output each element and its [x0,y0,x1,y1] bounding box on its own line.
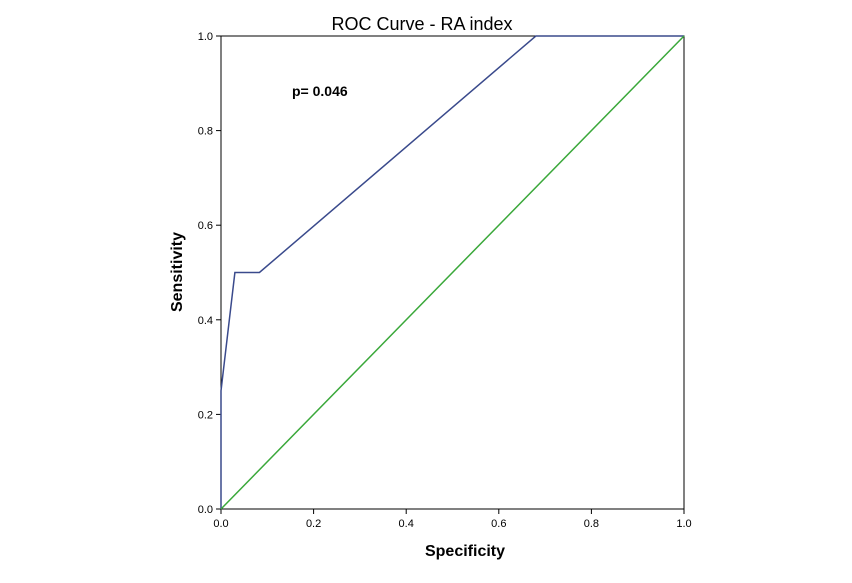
y-axis-label: Sensitivity [169,232,186,312]
x-tick-label: 0.2 [306,518,321,530]
x-axis-ticks: 0.0 0.2 0.4 0.6 0.8 1.0 [213,509,692,530]
x-tick-label: 0.8 [584,518,599,530]
plot-area: 0.0 0.2 0.4 0.6 0.8 1.0 0.0 0.2 0.4 0.6 0.8 1.0 [198,31,692,530]
y-tick-label: 0.0 [198,504,213,516]
x-tick-label: 0.4 [399,518,414,530]
y-tick-label: 1.0 [198,31,213,43]
x-tick-label: 1.0 [676,518,691,530]
roc-curve-line [220,35,684,509]
y-axis-ticks: 0.0 0.2 0.4 0.6 0.8 1.0 [198,31,221,516]
y-tick-label: 0.6 [198,220,213,232]
y-tick-label: 0.8 [198,126,213,138]
x-tick-label: 0.0 [213,518,228,530]
y-tick-label: 0.2 [198,409,213,421]
y-tick-label: 0.4 [198,315,213,327]
x-axis-label: Specificity [425,543,505,560]
series-layer [220,35,685,510]
reference-diagonal-line [220,35,685,510]
plot-frame [220,35,685,510]
x-tick-label: 0.6 [491,518,506,530]
chart-title: ROC Curve - RA index [331,14,512,34]
p-value-annotation: p= 0.046 [292,83,348,99]
